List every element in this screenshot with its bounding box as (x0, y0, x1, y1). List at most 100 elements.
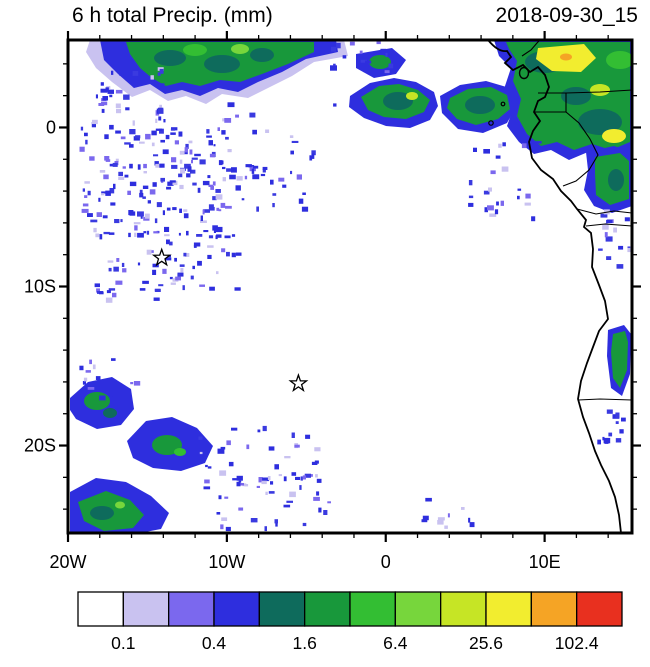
rain-speckle (105, 190, 111, 196)
rain-speckle (179, 159, 183, 164)
rain-speckle (294, 444, 300, 448)
rain-speckle (487, 205, 494, 211)
rain-speckle (524, 202, 531, 206)
rain-speckle (111, 70, 114, 75)
star-marker (288, 373, 309, 393)
axis-labels-layer: 20W 10W 0 10E 0 10S 20S (24, 117, 561, 572)
rain-speckle (179, 208, 182, 213)
rain-speckle (203, 486, 211, 490)
rain-speckle (121, 262, 125, 267)
rain-speckle (92, 119, 98, 125)
rain-speckle (468, 180, 473, 186)
rain-speckle (142, 280, 149, 284)
rain-speckle (139, 288, 146, 291)
rain-speckle (619, 429, 624, 434)
rain-speckle (90, 219, 98, 223)
rain-speckle (107, 89, 114, 94)
rain-speckle (235, 114, 239, 118)
rain-speckle (95, 94, 98, 99)
rain-speckle (160, 139, 165, 143)
rain-speckle (101, 101, 108, 106)
colorbar-cell (485, 591, 532, 627)
rain-speckle (598, 248, 603, 251)
rain-speckle (236, 176, 243, 181)
colorbar-tick-label: 1.6 (293, 633, 317, 653)
rain-speckle (216, 512, 221, 515)
rain-speckle (220, 202, 226, 208)
rain-speckle (79, 146, 85, 152)
rain-speckle (128, 232, 131, 238)
rain-speckle (468, 202, 474, 207)
rain-speckle (172, 180, 178, 186)
rain-speckle (226, 251, 230, 257)
rain-speckle (535, 141, 542, 144)
rain-speckle (240, 483, 244, 486)
rain-speckle (142, 196, 146, 199)
sao-tome-island (488, 120, 494, 126)
rain-speckle (226, 440, 231, 446)
rain-speckle (517, 188, 522, 191)
rain-speckle (244, 484, 249, 487)
rain-speckle (84, 195, 88, 198)
colorbar-tick-label: 6.4 (383, 633, 408, 653)
ticks-layer (59, 31, 641, 542)
rain-speckle (215, 194, 223, 200)
rain-speckle (160, 177, 165, 182)
rain-speckle (282, 184, 287, 188)
rain-speckle (216, 226, 223, 233)
rain-speckle (333, 63, 336, 66)
precip-speckle-layer (79, 41, 632, 532)
rain-speckle (257, 429, 261, 433)
rain-speckle (227, 149, 232, 153)
rain-speckle (103, 231, 110, 235)
colorbar-cell (213, 591, 260, 627)
rain-speckle (105, 87, 109, 92)
rain-speckle (164, 257, 172, 261)
rain-speckle (311, 461, 318, 465)
rain-speckle (305, 434, 311, 439)
rain-speckle (150, 75, 154, 80)
rain-speckle (174, 257, 177, 262)
rain-speckle (178, 131, 183, 137)
rain-speckle (311, 153, 315, 159)
rain-speckle (483, 149, 490, 154)
rain-speckle (152, 269, 157, 275)
rain-speckle (179, 150, 185, 155)
rain-speckle (210, 186, 214, 190)
y-tick-label: 20S (24, 436, 56, 456)
rain-speckle (134, 225, 138, 231)
rain-speckle (302, 192, 306, 195)
rain-speckle (327, 501, 331, 504)
rain-speckle (108, 267, 112, 272)
rain-speckle (87, 387, 95, 390)
rain-speckle (137, 262, 141, 266)
rain-speckle (144, 213, 150, 219)
rain-speckle (108, 288, 116, 291)
rain-speckle (100, 88, 108, 93)
rain-speckle (621, 417, 626, 422)
rain-speckle (119, 72, 125, 76)
rain-speckle (278, 474, 282, 477)
rain-speckle (82, 188, 85, 192)
rain-speckle (178, 173, 183, 178)
rain-speckle (218, 209, 222, 212)
rain-speckle (501, 166, 509, 172)
rain-speckle (265, 129, 270, 133)
rain-speckle (170, 282, 176, 285)
rain-speckle (496, 201, 499, 206)
rain-speckle (262, 166, 268, 170)
y-tick-label: 0 (46, 117, 56, 137)
rain-speckle (187, 166, 192, 172)
rain-speckle (283, 504, 291, 508)
rain-speckle (191, 157, 198, 160)
rain-speckle (270, 179, 274, 185)
rain-speckle (113, 183, 116, 190)
rain-speckle (224, 235, 231, 239)
rain-speckle (80, 126, 84, 131)
rain-speckle (192, 182, 197, 186)
rain-speckle (163, 119, 166, 123)
rain-speckle (274, 464, 279, 470)
rain-speckle (608, 432, 613, 437)
rain-speckle (98, 197, 101, 202)
rain-speckle (82, 381, 86, 385)
